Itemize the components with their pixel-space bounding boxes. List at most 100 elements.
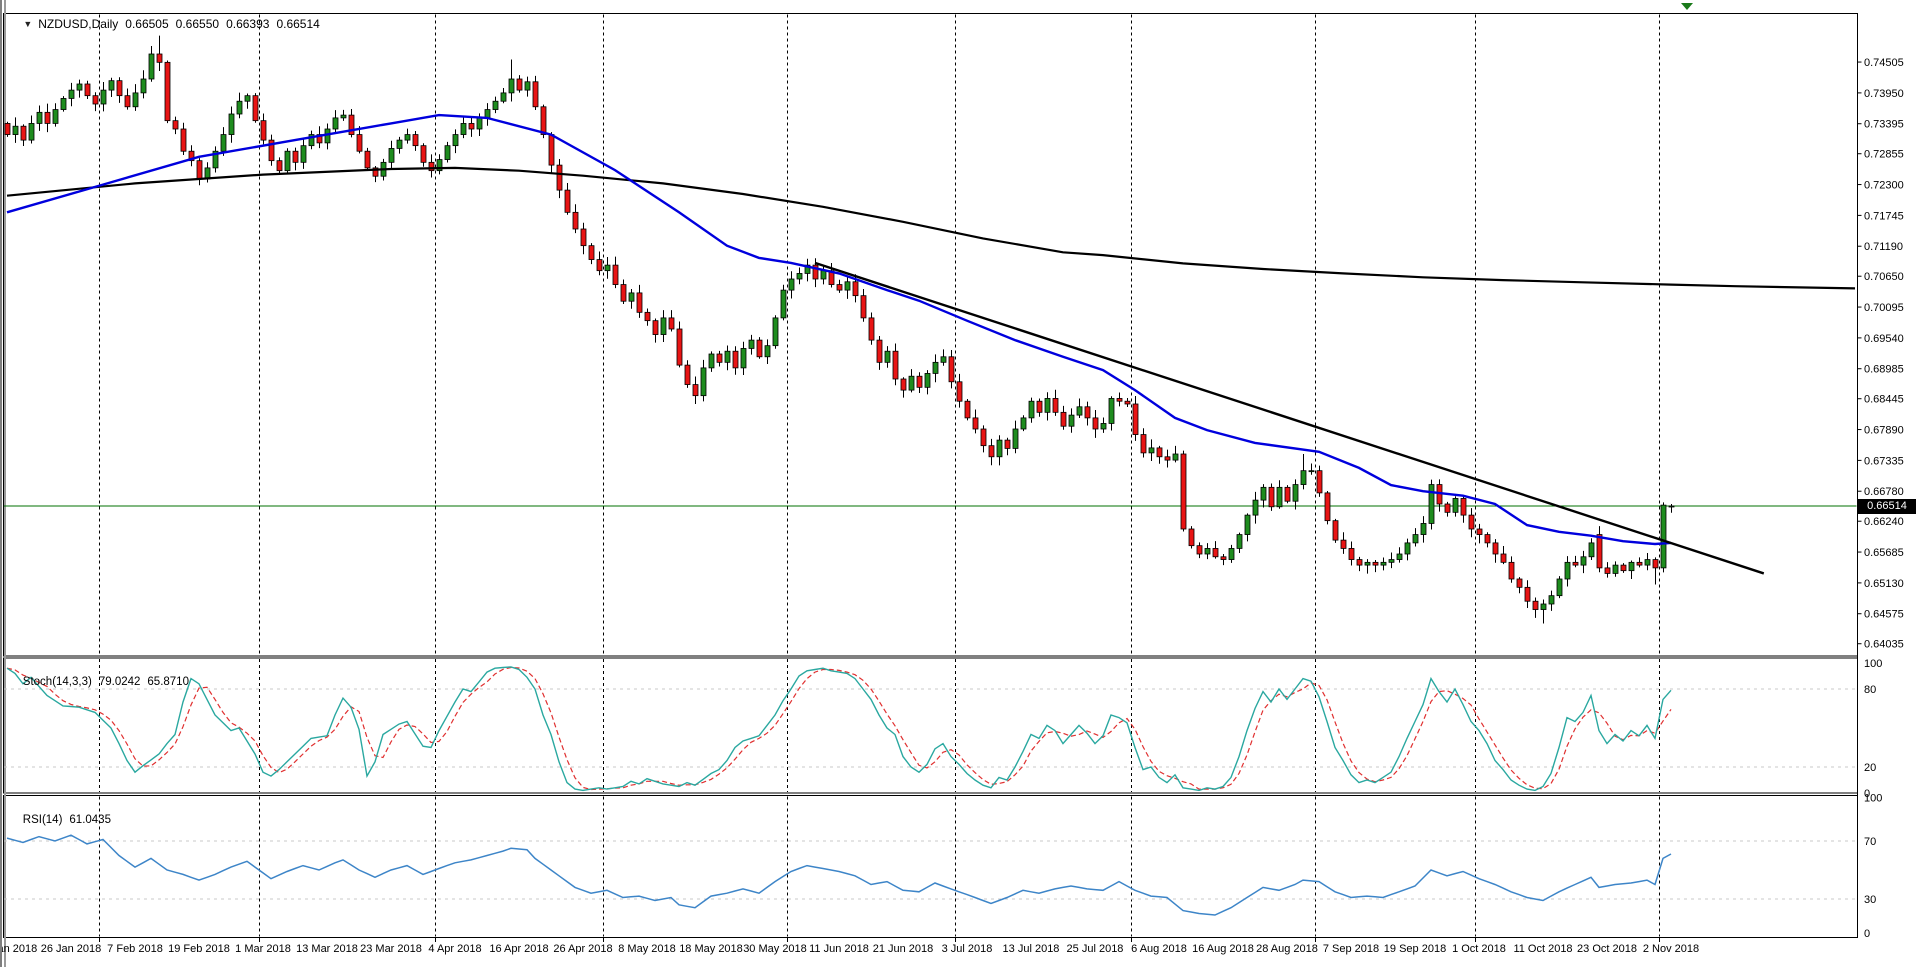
candle-bull: [460, 123, 467, 135]
candle-bull: [1548, 595, 1555, 605]
candle-bull: [1044, 398, 1051, 413]
price-axis-label: 0.71745: [1864, 210, 1904, 222]
time-axis-label: 21 Jun 2018: [873, 943, 934, 955]
candle-bull: [1364, 561, 1371, 566]
candle-bull: [1076, 406, 1083, 416]
time-axis-label: 16 Jan 2018: [2, 943, 37, 955]
candle-bear: [1060, 411, 1067, 427]
candle-bull: [300, 145, 307, 163]
candle-bull: [804, 264, 811, 274]
time-axis-label: 30 May 2018: [743, 943, 807, 955]
chevron-down-icon[interactable]: ▼: [23, 19, 33, 29]
price-axis-label: 0.72300: [1864, 180, 1904, 192]
time-axis-label: 25 Jul 2018: [1067, 943, 1124, 955]
candle-bull: [796, 273, 803, 280]
stoch-axis-label: 0: [1864, 788, 1870, 800]
candle-bear: [92, 95, 99, 105]
price-axis-label: 0.64575: [1864, 609, 1904, 621]
candle-bear: [468, 123, 475, 130]
price-axis-label: 0.69540: [1864, 333, 1904, 345]
candle-bear: [868, 317, 875, 341]
candle-bull: [1404, 542, 1411, 555]
time-axis-label: 6 Aug 2018: [1131, 943, 1187, 955]
stoch-axis[interactable]: 100 80 20 0: [1864, 658, 1882, 800]
candle-bull: [932, 361, 939, 374]
stoch-axis-label: 20: [1864, 762, 1876, 774]
candle-bear: [956, 381, 963, 402]
candle-bull: [1260, 486, 1267, 501]
trendline[interactable]: [814, 261, 1765, 575]
candle-bear: [812, 264, 819, 280]
rsi-series: [6, 834, 1672, 916]
indicator-levels: [4, 688, 1857, 900]
price-axis-label: 0.68445: [1864, 394, 1904, 406]
candle-bull: [76, 83, 83, 91]
candle-bear: [540, 106, 547, 135]
candle-bear: [652, 320, 659, 335]
candle-bull: [492, 100, 499, 110]
candle-bull: [1012, 428, 1019, 449]
candle-bull: [724, 350, 731, 363]
quote-open: 0.66505: [125, 17, 169, 31]
main-pane: [3, 13, 1858, 657]
candle-bear: [1348, 548, 1355, 560]
rsi-axis[interactable]: 100 70 30 0: [1864, 793, 1882, 941]
price-axis-label: 0.68985: [1864, 364, 1904, 376]
time-axis-label: 11 Jun 2018: [809, 943, 869, 955]
candle-bear: [1132, 403, 1139, 435]
candle-bull: [284, 150, 291, 172]
candle-bear: [876, 339, 883, 363]
candle-bear: [252, 95, 259, 122]
candle-bear: [316, 134, 323, 144]
candle-bull: [908, 375, 915, 391]
time-axis-label: 18 May 2018: [679, 943, 743, 955]
candle-bear: [364, 150, 371, 169]
candle-bear: [612, 264, 619, 285]
time-axis-label: 19 Feb 2018: [168, 943, 230, 955]
candle-bear: [1596, 534, 1603, 569]
candle-bull: [244, 95, 251, 102]
price-axis[interactable]: 0.74505 0.73950 0.73395 0.72855 0.72300 0.717…: [1857, 57, 1904, 651]
candle-bull: [1172, 453, 1179, 461]
candle-bear: [756, 339, 763, 358]
candle-bear: [1004, 439, 1011, 449]
symbol-title-row[interactable]: ▼ NZDUSD,Daily 0.66505 0.66550 0.66393 0.6651…: [10, 3, 320, 45]
candle-bear: [676, 328, 683, 366]
candle-bear: [948, 356, 955, 383]
candle-bull: [396, 139, 403, 149]
candle-bull: [884, 350, 891, 363]
candle-bear: [164, 61, 171, 122]
candle-bull: [1452, 498, 1459, 513]
candle-bull: [52, 109, 59, 124]
candle-bear: [260, 120, 267, 141]
candle-bear: [1220, 556, 1227, 560]
candle-bull: [148, 53, 155, 80]
candle-bull: [1644, 559, 1651, 566]
candle-bear: [1332, 520, 1339, 541]
candle-bear: [188, 150, 195, 162]
candle-bear: [1604, 567, 1611, 574]
candle-bear: [44, 111, 51, 124]
candle-bull: [780, 289, 787, 319]
candle-bear: [1156, 447, 1163, 458]
chart-shift-marker-icon[interactable]: [1681, 3, 1693, 10]
time-axis-label: 4 Apr 2018: [428, 943, 481, 955]
candle-bear: [1620, 564, 1627, 572]
candle-bull: [1148, 447, 1155, 454]
stoch-k-line: [6, 666, 1672, 792]
stoch-d-value: 65.8710: [147, 676, 189, 688]
time-axis-label: 13 Mar 2018: [296, 943, 358, 955]
candle-bear: [588, 245, 595, 260]
candle-bull: [1252, 499, 1259, 516]
price-axis-label: 0.66780: [1864, 486, 1904, 498]
time-axis-label: 1 Oct 2018: [1452, 943, 1506, 955]
candle-bear: [564, 189, 571, 213]
price-axis-label: 0.74505: [1864, 57, 1904, 69]
rsi-indicator-label: RSI(14) 61.0435: [10, 799, 111, 841]
candle-bull: [1380, 561, 1387, 566]
candle-bull: [844, 281, 851, 291]
time-axis-label: 16 Aug 2018: [1192, 943, 1254, 955]
time-axis-label: 19 Sep 2018: [1384, 943, 1446, 955]
time-axis[interactable]: 16 Jan 2018 26 Jan 2018 7 Feb 2018 19 Feb 2…: [2, 943, 1699, 955]
